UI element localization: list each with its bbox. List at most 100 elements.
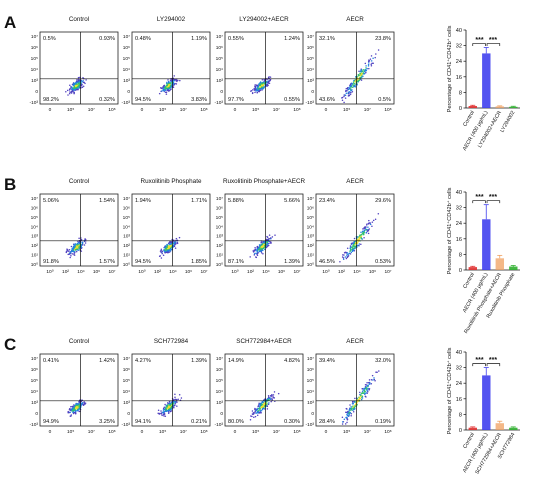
flow-event	[73, 252, 76, 254]
flow-event	[354, 401, 357, 403]
flow-event	[371, 225, 373, 228]
flow-event	[76, 405, 78, 408]
flow-event	[361, 230, 364, 233]
flow-event	[269, 76, 272, 78]
y-tick-label: 10⁷	[307, 196, 314, 202]
flow-event	[260, 88, 263, 90]
flow-event	[353, 242, 356, 245]
flow-event	[254, 246, 256, 249]
flow-event	[167, 251, 169, 254]
flow-event	[258, 247, 260, 249]
flow-event	[358, 70, 360, 72]
flow-plot: AECR 32.1% 23.8% 43.6% 0.5% 10⁷ 10⁶ 10⁵ 10⁴ 10³ 0 -…	[305, 16, 395, 113]
y-tick-label: 24	[456, 59, 462, 65]
flow-event	[364, 62, 367, 65]
flow-event	[78, 83, 81, 86]
y-tick-label: 10¹	[216, 253, 223, 259]
flow-event	[173, 75, 175, 77]
flow-event	[164, 245, 167, 247]
y-tick-label: 0	[127, 89, 130, 95]
flow-event	[73, 85, 76, 88]
flow-event	[78, 247, 81, 249]
y-tick-label: 10⁷	[216, 196, 223, 202]
flow-event	[345, 257, 348, 260]
flow-plot: Ruxolitinib Phosphate 1.94% 1.71% 94.5% 1.85…	[123, 178, 211, 275]
flow-event	[357, 240, 359, 243]
flow-event	[157, 409, 160, 412]
flow-event	[163, 84, 165, 87]
y-tick-label: 0	[459, 106, 462, 112]
flow-event	[343, 418, 346, 420]
flow-event	[251, 410, 254, 412]
flow-event	[84, 242, 87, 244]
flow-event	[368, 62, 370, 64]
x-tick-label: 10⁷	[273, 429, 280, 435]
flow-event	[363, 72, 366, 75]
y-tick-label: 10⁶	[31, 205, 38, 211]
y-tick-label: 0	[220, 89, 223, 95]
flow-event	[160, 257, 163, 259]
flow-event	[78, 405, 80, 408]
flow-event	[260, 403, 263, 405]
flow-event	[71, 407, 74, 410]
flow-event	[259, 89, 262, 91]
x-tick-label: 10⁶	[185, 269, 192, 275]
flow-event	[169, 84, 172, 87]
y-tick-label: 10⁶	[123, 367, 130, 373]
flow-event	[341, 99, 344, 102]
flow-event	[251, 413, 254, 415]
flow-event	[352, 406, 355, 408]
flow-event	[258, 84, 261, 86]
quadrant-ul: 0.5%	[43, 36, 56, 42]
flow-event	[365, 231, 368, 234]
plot-frame	[131, 31, 211, 105]
significance-bracket	[472, 200, 486, 204]
x-tick-label: 10²	[247, 269, 254, 275]
x-tick-label: 10²	[62, 269, 69, 275]
flow-event	[163, 408, 166, 411]
flow-event	[162, 254, 165, 257]
quadrant-ur: 1.24%	[284, 36, 300, 42]
x-tick-label: 10⁵	[343, 107, 350, 113]
y-tick-label: 10⁷	[31, 34, 38, 40]
flow-event	[250, 90, 252, 92]
flow-event	[166, 246, 168, 249]
x-tick-label: 0	[49, 429, 52, 435]
y-tick-label: 10³	[31, 78, 38, 84]
flow-event	[253, 252, 256, 255]
y-tick-label: -10³	[214, 100, 223, 106]
flow-event	[261, 248, 263, 250]
flow-event	[258, 405, 261, 408]
panel-label: A	[4, 13, 16, 32]
flow-event	[269, 395, 272, 397]
flow-event	[361, 75, 363, 77]
flow-event	[68, 253, 70, 255]
x-tick-label: 10⁰	[231, 269, 238, 275]
y-tick-label: 10⁶	[216, 205, 223, 211]
flow-event	[348, 86, 350, 89]
flow-event	[256, 414, 259, 416]
flow-event	[358, 74, 360, 77]
flow-event	[163, 410, 165, 413]
flow-event	[349, 245, 352, 247]
bar	[482, 219, 491, 270]
flow-event	[358, 243, 361, 245]
y-tick-label: 10³	[31, 234, 38, 240]
flow-event	[353, 241, 355, 243]
flow-event	[345, 87, 348, 90]
bar	[468, 267, 477, 270]
x-tick-label: 10⁰	[138, 269, 145, 275]
flow-event	[350, 414, 352, 417]
flow-event	[346, 408, 348, 410]
flow-event	[350, 82, 352, 85]
flow-event	[348, 413, 350, 415]
flow-event	[168, 84, 170, 86]
flow-event	[69, 415, 72, 417]
flow-event	[359, 74, 362, 77]
flow-event	[261, 241, 264, 243]
flow-event	[69, 411, 71, 414]
quadrant-ul: 14.9%	[228, 358, 244, 364]
flow-event	[164, 251, 166, 254]
